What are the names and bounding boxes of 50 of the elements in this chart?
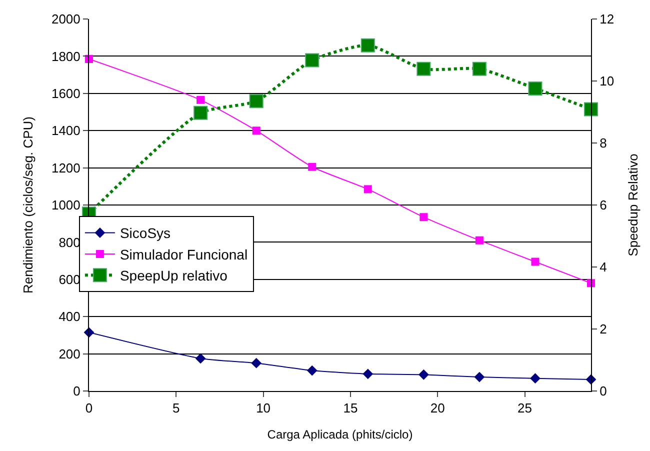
point	[472, 62, 486, 76]
point	[530, 373, 540, 384]
point	[252, 126, 260, 135]
x-tick-label: 10	[256, 400, 271, 416]
y-tick-label: 1800	[51, 48, 80, 64]
y-tick-label: 0	[73, 384, 80, 399]
y-axis-title: Rendimiento (ciclos/seg. CPU)	[20, 116, 36, 294]
point	[584, 102, 598, 116]
x-axis-title: Carga Aplicada (phits/ciclo)	[267, 428, 413, 442]
point	[251, 358, 262, 368]
point	[531, 258, 540, 266]
y-tick-label: 1200	[51, 160, 80, 176]
y-tick-label: 1600	[51, 86, 80, 101]
x-tick-label: 25	[518, 400, 532, 416]
y-tick-label: 2000	[51, 12, 80, 27]
point	[418, 369, 429, 380]
y2-tick-label: 0	[600, 384, 607, 399]
point	[364, 185, 372, 194]
y-tick-label: 400	[58, 309, 80, 324]
point	[196, 96, 205, 104]
y2-tick-label: 10	[600, 74, 614, 89]
point	[306, 365, 318, 376]
y2-axis-title: Speedup Relativo	[626, 154, 641, 256]
x-tick-label: 20	[430, 400, 445, 416]
point	[474, 372, 485, 382]
point	[195, 353, 206, 364]
point	[360, 38, 375, 52]
legend-label: SicoSys	[120, 225, 171, 242]
legend-label: SpeepUp relativo	[120, 268, 228, 284]
y2-tick-label: 4	[600, 260, 607, 275]
y-tick-label: 1000	[51, 198, 80, 213]
y2-tick-label: 12	[600, 12, 614, 27]
point	[305, 53, 320, 68]
y-tick-label: 1400	[51, 123, 80, 138]
point	[420, 213, 428, 222]
point	[475, 236, 484, 244]
y2-tick-label: 6	[600, 198, 607, 213]
point	[528, 81, 542, 96]
y2-tick-label: 2	[600, 322, 607, 337]
x-tick-label: 0	[85, 400, 93, 416]
point	[249, 94, 264, 108]
x-tick-label: 5	[172, 400, 180, 416]
legend-label: Simulador Funcional	[120, 246, 248, 262]
y2-tick-label: 8	[600, 136, 607, 151]
point	[416, 62, 431, 76]
x-tick-label: 15	[343, 400, 358, 416]
y-tick-label: 200	[58, 346, 80, 362]
point	[194, 106, 208, 120]
point	[362, 368, 374, 380]
point	[308, 162, 316, 171]
